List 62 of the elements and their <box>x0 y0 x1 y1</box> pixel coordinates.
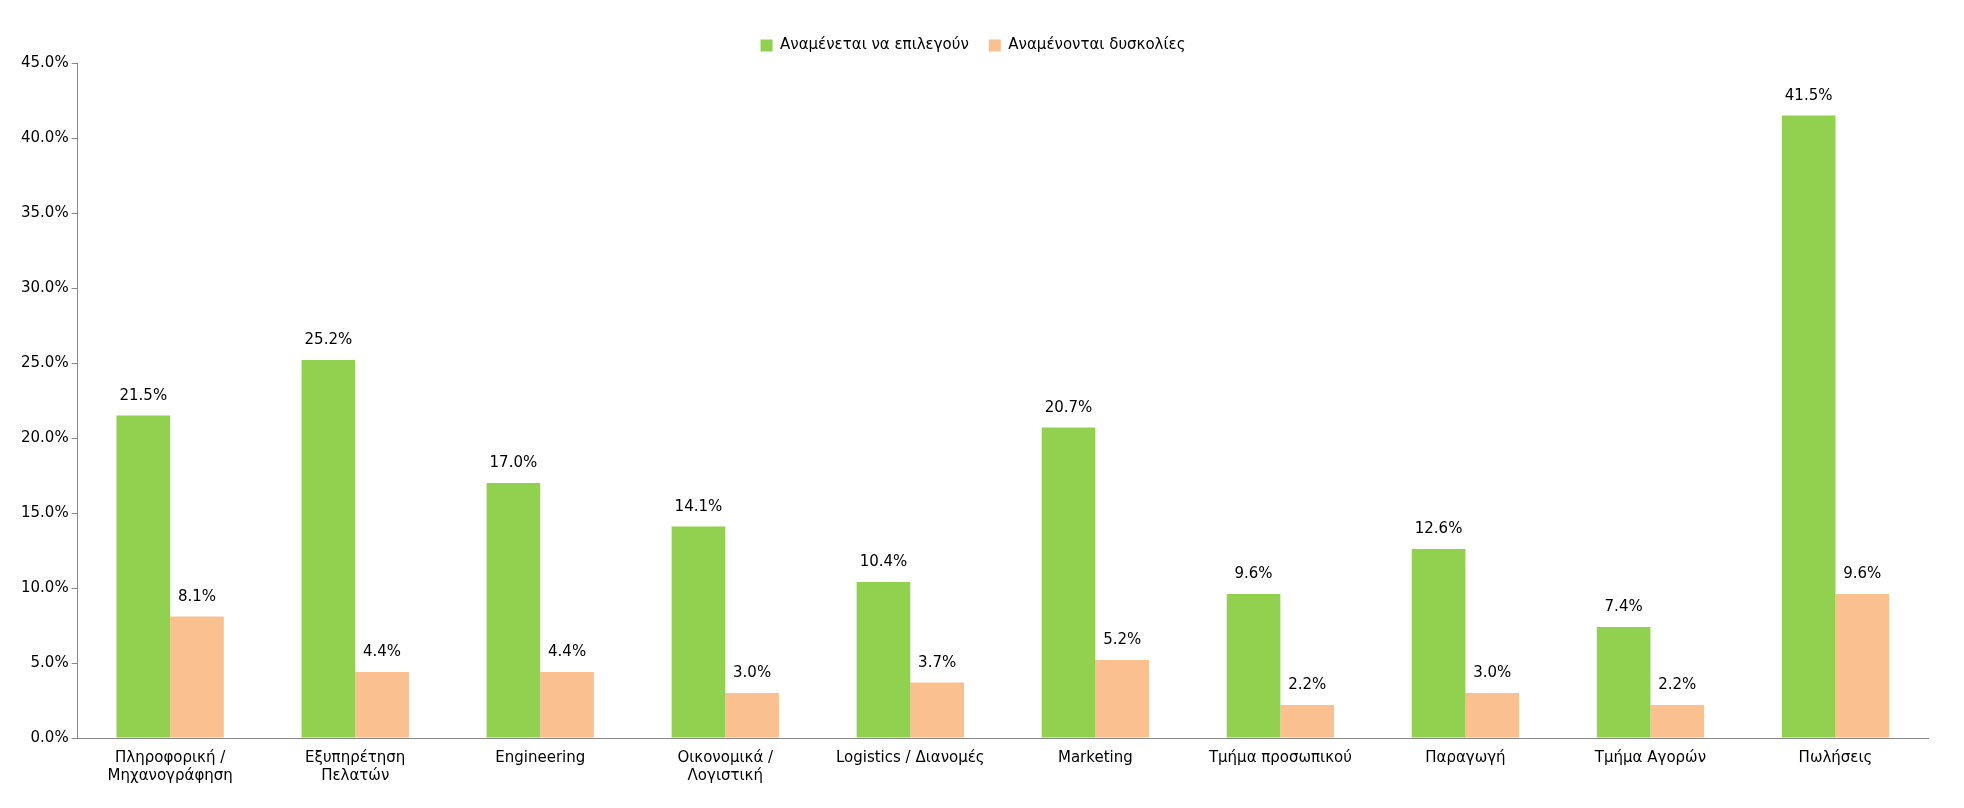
bar <box>1596 627 1651 738</box>
bar <box>1226 594 1281 738</box>
x-tick-label: Πληροφορική / Μηχανογράφηση <box>107 747 233 784</box>
y-tick-label: 25.0% <box>21 352 69 371</box>
bar <box>116 415 171 738</box>
x-tick-label: Εξυπηρέτηση Πελατών <box>305 747 406 784</box>
bar <box>301 360 356 738</box>
data-label: 41.5% <box>1784 85 1833 104</box>
bar <box>1041 427 1096 738</box>
bar <box>725 693 779 738</box>
x-tick-label: Τμήμα Αγορών <box>1593 747 1707 766</box>
data-label: 25.2% <box>304 330 353 349</box>
bar <box>1650 705 1705 738</box>
y-tick-label: 35.0% <box>21 202 69 221</box>
data-label: 5.2% <box>1103 630 1142 649</box>
x-tick-label: Πωλήσεις <box>1798 747 1873 766</box>
data-label: 4.4% <box>362 642 402 661</box>
y-tick-label: 40.0% <box>21 127 69 146</box>
legend-label: Αναμένεται να επιλεγούν <box>780 35 969 54</box>
bar <box>1280 705 1335 738</box>
data-label: 8.1% <box>177 586 217 605</box>
data-label: 2.2% <box>1658 675 1697 694</box>
y-tick-label: 20.0% <box>21 427 69 446</box>
bar <box>910 682 964 738</box>
data-label: 3.7% <box>918 652 957 671</box>
data-label: 2.2% <box>1288 675 1327 694</box>
bar <box>1835 594 1890 738</box>
data-label: 10.4% <box>859 552 908 571</box>
bar <box>856 582 911 738</box>
data-label: 9.6% <box>1843 564 1882 583</box>
bar <box>170 616 224 738</box>
data-label: 20.7% <box>1044 397 1093 416</box>
bar <box>1411 549 1466 738</box>
data-label: 3.0% <box>1473 663 1512 682</box>
y-tick-label: 10.0% <box>21 577 69 596</box>
bar <box>1465 693 1520 738</box>
x-tick-label: Engineering <box>495 747 586 766</box>
y-tick-label: 5.0% <box>30 652 69 671</box>
data-label: 17.0% <box>489 453 538 472</box>
data-label: 7.4% <box>1604 597 1643 616</box>
bar <box>671 526 726 738</box>
legend-label: Αναμένονται δυσκολίες <box>1008 35 1186 54</box>
y-tick-label: 15.0% <box>21 502 69 521</box>
x-tick-label: Logistics / Διανομές <box>835 747 985 766</box>
data-label: 12.6% <box>1414 519 1463 538</box>
x-tick-label: Marketing <box>1057 747 1133 766</box>
x-tick-label: Παραγωγή <box>1425 747 1506 766</box>
y-tick-label: 45.0% <box>21 52 69 71</box>
bar <box>486 483 541 738</box>
x-tick-label: Τμήμα προσωπικού <box>1207 747 1352 766</box>
x-tick-label: Οικονομικά / Λογιστική <box>677 747 775 784</box>
bar <box>1095 660 1149 738</box>
y-tick-label: 0.0% <box>30 727 69 746</box>
bar <box>540 672 594 738</box>
y-tick-label: 30.0% <box>21 277 69 296</box>
bar <box>1781 115 1836 738</box>
data-label: 4.4% <box>548 642 587 661</box>
data-label: 14.1% <box>674 496 723 515</box>
data-label: 3.0% <box>733 663 772 682</box>
data-label: 9.6% <box>1234 564 1273 583</box>
bar <box>355 672 409 738</box>
data-label: 21.5% <box>119 385 168 404</box>
